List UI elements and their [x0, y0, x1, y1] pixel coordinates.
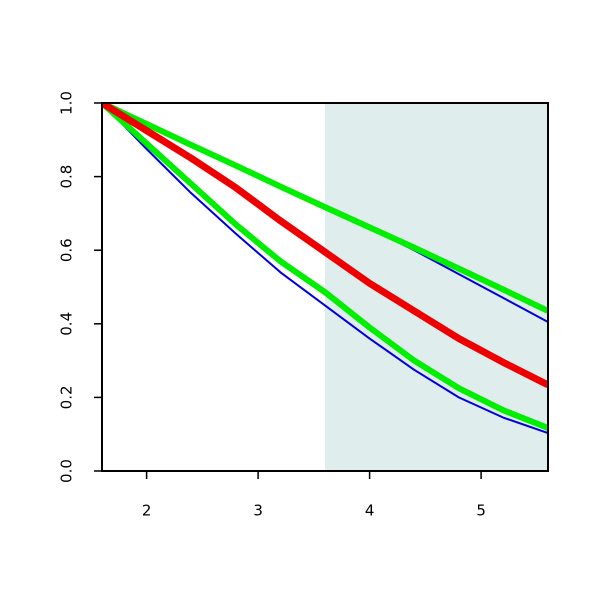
y-tick-label: 0.2: [58, 385, 76, 409]
line: [102, 103, 548, 431]
x-tick-label: 4: [365, 502, 375, 520]
x-tick-label: 3: [253, 502, 263, 520]
line: [102, 103, 548, 314]
y-tick-label: 1.0: [58, 91, 76, 115]
plot-frame: [101, 102, 549, 472]
y-tick-label: 0.6: [58, 238, 76, 262]
y-tick-label: 0.4: [58, 312, 76, 336]
y-tick-label: 0.0: [58, 459, 76, 483]
y-tick-label: 0.8: [58, 165, 76, 189]
line: [102, 103, 548, 435]
x-tick-label: 2: [142, 502, 152, 520]
line: [102, 103, 548, 389]
shaded-region: [325, 103, 548, 471]
x-tick-label: 5: [476, 502, 486, 520]
